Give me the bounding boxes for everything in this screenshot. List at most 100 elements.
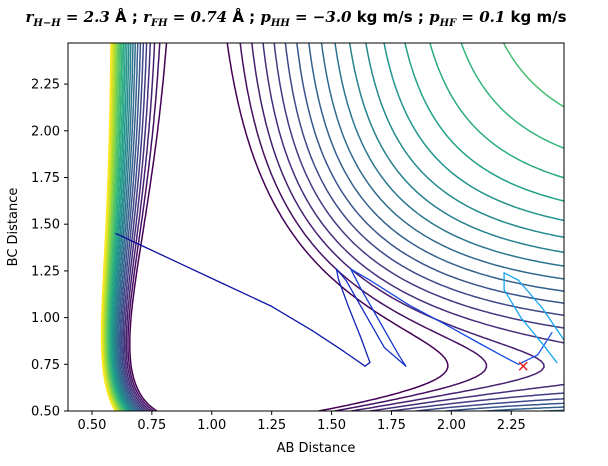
title-part: r (25, 8, 34, 26)
trajectory-segment (536, 331, 553, 356)
title-part: = 2.3 (61, 8, 115, 26)
y-axis-label: BC Distance (6, 188, 21, 267)
title-part: kg m/s (511, 8, 567, 26)
title-part: HH (270, 18, 290, 29)
title-part: = −3.0 (290, 8, 357, 26)
title-part: Å ; (115, 7, 143, 26)
x-axis-label: AB Distance (277, 441, 356, 456)
contour-line (105, 43, 123, 411)
contour-line (125, 43, 545, 411)
position-marker (518, 361, 528, 371)
trajectory-segment (338, 279, 349, 308)
x-axis-ticks: 0.50 0.75 1.00 1.25 1.50 1.75 2.00 2.25 (77, 411, 526, 433)
x-tick-label: 1.75 (377, 418, 406, 433)
y-tick-label: 2.00 (31, 124, 60, 139)
x-tick-label: 0.75 (137, 418, 166, 433)
contour-line (120, 43, 564, 411)
contour-line (118, 43, 564, 411)
contour-line (103, 43, 120, 411)
trajectory-segment (364, 361, 371, 367)
trajectory-segment (335, 268, 340, 281)
trajectory-segment (541, 307, 564, 341)
trajectory-segment (479, 343, 505, 358)
title-part: r (143, 8, 152, 26)
plot-area (67, 42, 565, 412)
x-tick-label: 1.50 (317, 418, 346, 433)
contour-line (100, 43, 117, 411)
trajectory-segment (383, 346, 407, 367)
contour-line (112, 43, 564, 411)
marker-stroke (518, 361, 528, 371)
title-part: HF (439, 18, 457, 29)
y-tick-label: 0.75 (31, 358, 60, 373)
y-tick-label: 2.25 (31, 78, 60, 93)
title-part: kg m/s ; (357, 8, 429, 26)
x-tick-label: 1.25 (257, 418, 286, 433)
contour-line (102, 43, 119, 411)
trajectory-segment (350, 268, 361, 289)
trajectory-segment (378, 320, 400, 356)
y-tick-label: 1.00 (31, 311, 60, 326)
trajectory-segment (503, 356, 520, 365)
title-part: p (429, 8, 440, 26)
contour-line (109, 43, 564, 411)
trajectory-segment (445, 324, 481, 345)
chart-title: rH−H = 2.3 Å ; rFH = 0.74 Å ; pHH = −3.0… (25, 7, 566, 29)
trajectory-segment (347, 305, 361, 337)
y-tick-label: 1.25 (31, 264, 60, 279)
trajectory-segment (369, 279, 409, 306)
trajectory-segment (139, 244, 177, 263)
trajectory-segment (223, 283, 273, 308)
contour-line (111, 43, 564, 411)
trajectory-segment (350, 268, 371, 281)
trajectory-lines (115, 232, 564, 367)
title-part: FH (150, 18, 168, 29)
contour-line (116, 43, 564, 411)
x-tick-label: 0.50 (77, 418, 106, 433)
trajectory-segment (271, 305, 314, 332)
contour-line (119, 43, 564, 411)
title-part: Å ; (232, 7, 260, 26)
contour-line (127, 43, 488, 411)
y-axis-ticks: 0.50 0.75 1.00 1.25 1.50 1.75 2.00 2.25 (31, 78, 68, 420)
trajectory-segment (517, 279, 544, 309)
trajectory-segment (407, 303, 448, 326)
trajectory-segment (503, 288, 522, 319)
trajectory-segment (115, 232, 141, 246)
title-part: = 0.1 (456, 8, 510, 26)
contour-line (122, 43, 564, 411)
y-tick-label: 1.50 (31, 218, 60, 233)
trajectory-segment (503, 272, 520, 281)
x-tick-label: 1.00 (197, 418, 226, 433)
trajectory-segment (359, 335, 371, 364)
trajectory-segment (359, 287, 381, 322)
title-part: H−H (32, 18, 61, 29)
contour-line (115, 43, 564, 411)
trajectory-segment (311, 330, 345, 352)
trajectory-segment (342, 350, 366, 367)
contour-line (110, 43, 564, 411)
contour-line (123, 43, 564, 411)
axes-frame (67, 42, 565, 412)
trajectory-segment (517, 354, 539, 365)
title-part: = 0.74 (168, 8, 233, 26)
contour-line (101, 43, 118, 411)
contour-line (106, 43, 124, 411)
contour-lines (100, 43, 564, 411)
contour-line (108, 43, 564, 411)
x-tick-label: 2.00 (437, 418, 466, 433)
contour-line (107, 43, 564, 411)
title-part: p (260, 8, 271, 26)
trajectory-segment (345, 279, 366, 315)
trajectory-segment (520, 316, 544, 345)
x-tick-label: 2.25 (497, 418, 526, 433)
contour-line (114, 43, 564, 411)
trajectory-segment (364, 313, 385, 349)
contour-line (129, 43, 449, 411)
trajectory-segment (398, 354, 407, 367)
trajectory-segment (175, 260, 225, 285)
trajectory-segment (335, 268, 347, 281)
y-tick-label: 0.50 (31, 405, 60, 420)
